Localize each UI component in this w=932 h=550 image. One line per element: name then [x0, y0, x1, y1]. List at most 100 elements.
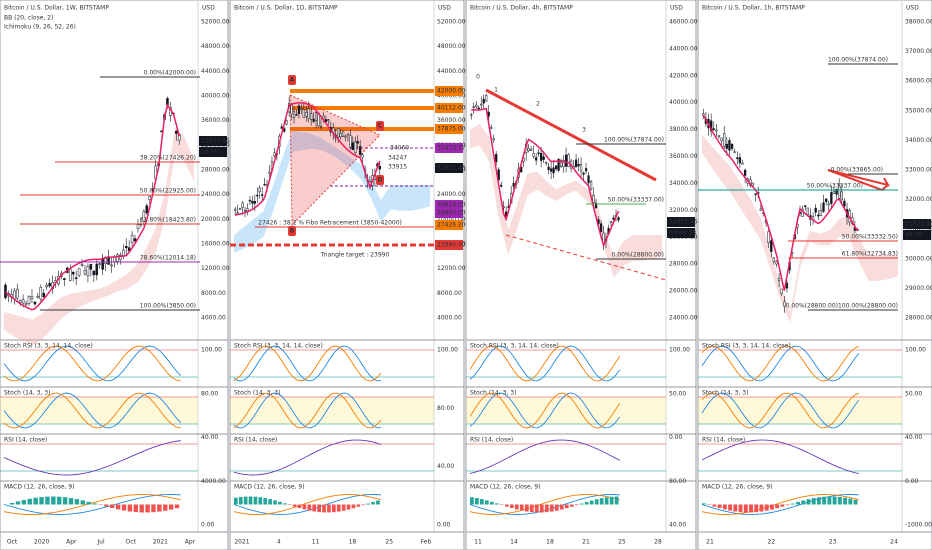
candle-body	[74, 277, 78, 279]
point-tag	[376, 121, 384, 131]
candle-body	[71, 271, 75, 275]
candle-body	[540, 153, 543, 161]
x-axis-label: 25	[618, 539, 626, 546]
oscillator	[3, 345, 182, 382]
candle-body	[241, 202, 244, 208]
panel-frame	[465, 0, 697, 550]
sub-axis-label: 4000.00	[201, 478, 226, 485]
annotation: B	[290, 228, 295, 235]
candle-body	[258, 187, 261, 193]
price-label: 4000.00	[437, 315, 462, 322]
currency-label: USD	[906, 5, 919, 12]
x-axis-label: Apr	[66, 539, 77, 546]
sub-axis-label: 100.00	[905, 347, 926, 354]
histogram-bar	[174, 504, 180, 509]
oscillator	[469, 392, 621, 429]
candle-body	[777, 278, 781, 281]
histogram-bar	[470, 497, 474, 505]
histogram-bar	[371, 502, 375, 505]
histogram-bar	[139, 504, 144, 513]
price-badge-text: 37875.00	[437, 126, 466, 133]
point-tag	[376, 175, 384, 185]
sub-pane-label: Stoch RSI (3, 3, 14, 14, close)	[702, 343, 791, 350]
candle-body	[145, 205, 149, 214]
annotation: 50.00%(33337.00)	[608, 197, 664, 204]
price-label: 48000.00	[437, 43, 466, 50]
histogram-bar	[584, 502, 589, 505]
candle-body	[819, 209, 823, 216]
x-axis-label: 4	[277, 539, 281, 546]
candle-body	[751, 182, 755, 186]
annotation: 100.00%(37874.00)	[828, 57, 888, 64]
histogram-bar	[524, 504, 529, 512]
candle-body	[770, 240, 773, 252]
point-tag	[288, 75, 296, 85]
oscillator	[701, 392, 859, 429]
candle-body	[754, 193, 757, 195]
sub-axis-label: 0.00	[905, 478, 919, 485]
candle-body	[545, 161, 548, 164]
histogram-bar	[376, 500, 380, 505]
sub-axis-label: 50.00	[669, 390, 686, 397]
x-axis-label: 21	[706, 539, 714, 546]
histogram-bar	[27, 498, 32, 505]
price-label: 32000.00	[905, 196, 932, 203]
price-badge-text: 40112.00	[437, 105, 466, 112]
candle-body	[817, 214, 820, 217]
price-badge	[435, 200, 463, 210]
price-label: 24000.00	[437, 191, 466, 198]
candle-body	[743, 169, 747, 176]
sub-axis-label: 40.00	[437, 463, 454, 470]
candle-body	[239, 207, 242, 210]
x-axis-label: 14	[510, 539, 518, 546]
oscillator	[3, 345, 181, 382]
candle-body	[21, 299, 25, 304]
price-label: 34000.00	[905, 137, 932, 144]
histogram-bar	[263, 498, 268, 505]
price-badge-text: 31925.46	[437, 165, 466, 172]
x-axis-label: 28	[654, 539, 662, 546]
sub-pane-label: RSI (14, close)	[4, 437, 47, 444]
price-label: 28000.00	[201, 167, 230, 174]
sub-axis-label: 80.00	[669, 478, 686, 485]
price-badge	[667, 228, 695, 238]
candle-body	[175, 130, 178, 134]
oscillator	[469, 345, 621, 382]
candle-body	[512, 183, 515, 187]
candle-body	[587, 175, 590, 184]
price-badge	[435, 143, 463, 153]
candle-body	[592, 195, 595, 203]
price-badge	[435, 103, 463, 113]
histogram-bar	[283, 503, 287, 505]
band	[0, 397, 198, 424]
candle-body	[116, 254, 119, 262]
sub-pane-label: Stoch RSI (3, 3, 14, 14, close)	[4, 343, 93, 350]
price-badge-text: 1d 8h	[201, 149, 218, 156]
sub-axis-label: 80.00	[437, 405, 454, 412]
price-badge	[435, 220, 463, 230]
candle-body	[246, 208, 249, 212]
x-axis-label: 18	[546, 539, 554, 546]
sub-pane-label: RSI (14, close)	[470, 437, 513, 444]
annotation: 50.00%(22925.00)	[140, 188, 196, 195]
candle-body	[127, 247, 131, 252]
oscillator	[233, 392, 382, 429]
band	[698, 397, 902, 424]
candle-body	[319, 125, 323, 128]
candle-body	[485, 95, 488, 102]
ichimoku-cloud	[234, 130, 430, 253]
price-badge	[435, 163, 463, 173]
candle-body	[13, 290, 16, 300]
histogram-bar	[332, 504, 336, 513]
candle-body	[312, 118, 315, 122]
price-badge-text: 03:46:38	[669, 230, 696, 237]
price-label: 52000.00	[437, 19, 466, 26]
price-badge	[199, 147, 227, 157]
candle-body	[95, 263, 99, 276]
candle-body	[785, 282, 789, 289]
candle-body	[579, 164, 583, 172]
histogram-bar	[145, 504, 150, 513]
histogram-bar	[253, 496, 258, 505]
candle-body	[535, 157, 538, 161]
oscillator	[469, 494, 620, 515]
